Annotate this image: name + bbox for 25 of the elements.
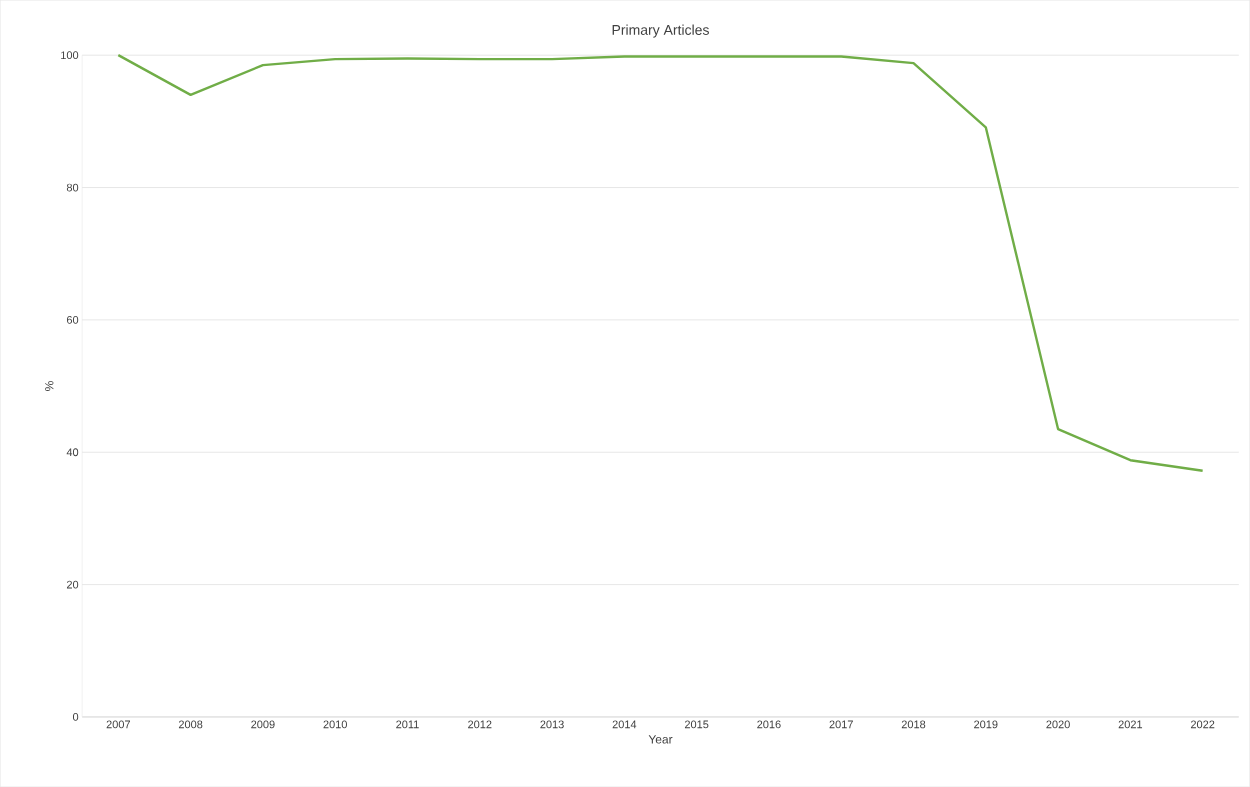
x-tick-label: 2017 bbox=[829, 720, 853, 729]
x-tick-label: 2007 bbox=[106, 720, 130, 729]
x-tick-label: 2012 bbox=[468, 720, 492, 729]
y-tick-label: 0 bbox=[72, 713, 79, 721]
x-tick-label: 2016 bbox=[757, 720, 781, 729]
x-tick-label: 2009 bbox=[251, 720, 275, 729]
y-tick-label: 100 bbox=[61, 51, 79, 60]
y-tick-label: 60 bbox=[66, 315, 79, 324]
chart-title: Primary Articles bbox=[612, 24, 709, 38]
x-tick-label: 2020 bbox=[1046, 720, 1070, 729]
x-tick-label: 2021 bbox=[1118, 720, 1143, 729]
x-tick-label: 2014 bbox=[612, 720, 637, 729]
x-tick-label: 2008 bbox=[178, 720, 203, 729]
x-tick-label: 2022 bbox=[1190, 720, 1215, 729]
y-axis-title: % bbox=[45, 381, 54, 391]
y-tick-label: 40 bbox=[66, 448, 79, 457]
x-axis-title: Year bbox=[648, 735, 673, 744]
x-tick-label: 2019 bbox=[974, 720, 998, 729]
y-tick-label: 80 bbox=[66, 183, 79, 192]
y-tick-label: 20 bbox=[66, 580, 79, 589]
x-tick-label: 2013 bbox=[540, 720, 564, 729]
x-tick-label: 2011 bbox=[396, 720, 419, 729]
x-tick-label: 2010 bbox=[323, 720, 347, 729]
x-tick-label: 2018 bbox=[901, 720, 926, 729]
x-tick-label: 2015 bbox=[684, 720, 709, 729]
